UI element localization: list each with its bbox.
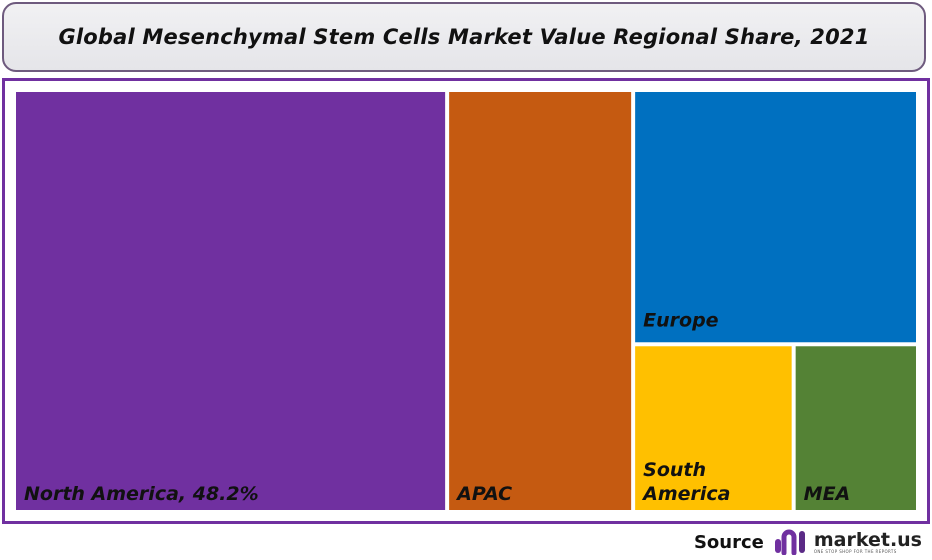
- logo-name: market.us: [813, 528, 922, 551]
- treemap-rect-north-america: [16, 92, 446, 510]
- chart-title: Global Mesenchymal Stem Cells Market Val…: [58, 25, 870, 49]
- chart-title-box: Global Mesenchymal Stem Cells Market Val…: [2, 2, 926, 72]
- source-footer: Source market.us ONE STOP SHOP FOR THE R…: [694, 527, 922, 557]
- source-label: Source: [693, 531, 764, 553]
- treemap-label-mea: MEA: [804, 483, 851, 505]
- treemap-label-europe: Europe: [643, 309, 719, 331]
- treemap-frame: North America, 48.2% APAC Europe South Ameri…: [2, 78, 930, 524]
- treemap-label-north-america: North America, 48.2%: [24, 483, 259, 505]
- market-us-logo: market.us ONE STOP SHOP FOR THE REPORTS: [774, 529, 922, 555]
- treemap-rect-europe: [635, 92, 916, 343]
- treemap-label-south-america: South America: [641, 459, 730, 505]
- logo-tagline: ONE STOP SHOP FOR THE REPORTS: [813, 548, 897, 554]
- treemap-rect-mea: [795, 346, 916, 510]
- treemap-chart: North America, 48.2% APAC Europe South Ameri…: [16, 92, 916, 510]
- market-us-logo-icon: [774, 529, 805, 555]
- treemap-rect-apac: [449, 92, 632, 510]
- treemap-label-apac: APAC: [455, 483, 512, 505]
- treemap-rect-south-america: [635, 346, 792, 510]
